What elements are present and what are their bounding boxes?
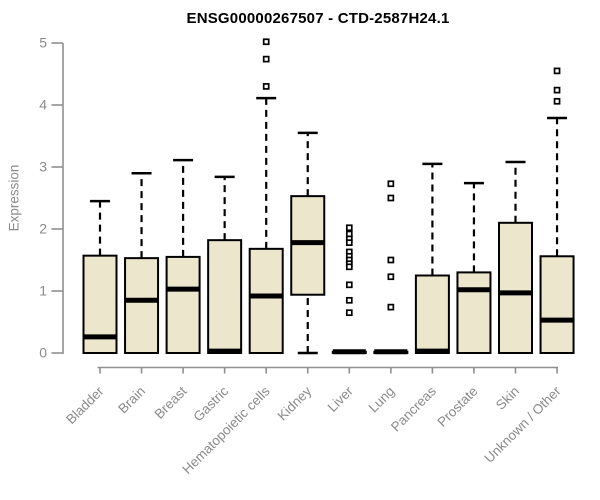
box-group xyxy=(290,131,326,355)
y-tick-label: 0 xyxy=(39,345,47,361)
outlier-point xyxy=(262,83,270,90)
chart-title: ENSG00000267507 - CTD-2587H24.1 xyxy=(186,10,450,27)
x-tick-label: Liver xyxy=(325,383,357,415)
box-body xyxy=(207,239,243,354)
outlier-point xyxy=(345,281,353,289)
outlier-point xyxy=(387,303,395,311)
y-tick-label: 2 xyxy=(39,221,47,237)
box-group xyxy=(331,224,367,355)
outlier-point xyxy=(345,263,353,271)
x-tick-label: Gastric xyxy=(190,383,231,424)
box-group xyxy=(207,175,243,354)
x-tick-label: Unknown / Other xyxy=(481,383,564,466)
box-group xyxy=(124,171,160,355)
x-tick-label: Prostate xyxy=(434,384,480,430)
outlier-point xyxy=(262,38,270,46)
box-group xyxy=(248,38,284,354)
y-tick-label: 5 xyxy=(39,35,47,51)
box-group xyxy=(498,160,533,354)
y-tick-label: 3 xyxy=(39,159,47,175)
x-tick-label: Brain xyxy=(115,384,148,417)
box-body xyxy=(498,221,533,354)
outlier-point xyxy=(387,273,395,281)
outlier-point xyxy=(553,67,561,75)
box-body xyxy=(456,271,492,354)
box-group xyxy=(456,181,492,354)
box-group xyxy=(165,158,201,354)
box-group xyxy=(414,162,450,354)
y-tick-label: 1 xyxy=(39,283,47,299)
x-tick-label: Skin xyxy=(493,384,522,413)
outlier-point xyxy=(345,239,353,246)
box-group xyxy=(373,180,409,355)
outlier-point xyxy=(345,296,353,304)
x-tick-label: Bladder xyxy=(63,383,107,427)
outlier-point xyxy=(345,224,353,232)
x-tick-label: Breast xyxy=(152,383,190,421)
x-tick-label: Lung xyxy=(366,384,398,416)
x-tick-label: Kidney xyxy=(275,383,315,423)
outlier-point xyxy=(262,55,270,63)
box-group xyxy=(539,67,575,354)
box-body xyxy=(290,195,326,296)
outlier-point xyxy=(387,180,395,188)
outlier-point xyxy=(345,309,353,317)
box-body xyxy=(414,274,450,354)
outlier-point xyxy=(387,256,395,264)
x-tick-label: Pancreas xyxy=(388,383,439,434)
box-body xyxy=(248,247,284,354)
y-tick-label: 4 xyxy=(39,97,47,113)
box-body xyxy=(124,257,160,355)
box-body xyxy=(539,255,575,354)
outlier-point xyxy=(553,97,561,105)
outlier-point xyxy=(387,194,395,202)
box-group xyxy=(82,199,118,354)
outlier-point xyxy=(553,86,561,94)
box-body xyxy=(165,255,201,354)
